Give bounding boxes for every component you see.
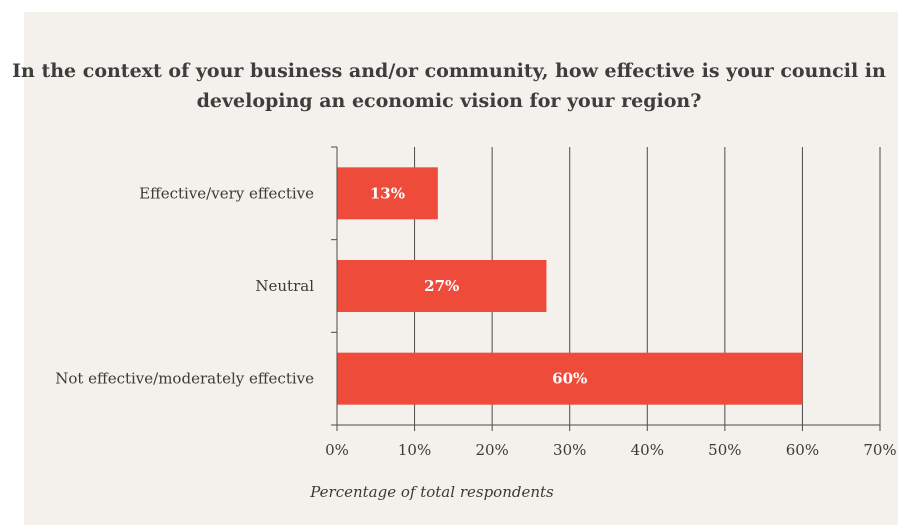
y-axis: Effective/very effective Neutral Not effec… (55, 146, 338, 426)
x-tick-label: 0% (325, 441, 349, 459)
chart-title-line-2: developing an economic vision for your r… (196, 90, 702, 112)
x-axis: 0% 10% 20% 30% 40% 50% 60% 70% (325, 424, 897, 459)
bar (337, 167, 438, 220)
x-tick-label: 10% (398, 441, 431, 459)
chart-title-line-1: In the context of your business and/or c… (12, 60, 886, 82)
x-tick-label: 50% (708, 441, 741, 459)
x-axis-label: Percentage of total respondents (309, 483, 554, 501)
category-label: Neutral (255, 277, 314, 295)
category-label: Not effective/moderately effective (55, 370, 314, 388)
x-tick-label: 30% (553, 441, 586, 459)
data-label: 13% (370, 184, 405, 202)
bar (337, 260, 547, 312)
x-tick-label: 20% (475, 441, 508, 459)
data-label: 27% (424, 277, 459, 295)
data-label: 60% (552, 370, 587, 388)
x-tick-label: 60% (786, 441, 819, 459)
category-label: Effective/very effective (139, 184, 314, 202)
chart-title: In the context of your business and/or c… (0, 56, 898, 116)
bars: 13% 27% 60% (337, 167, 803, 405)
x-tick-label: 40% (631, 441, 664, 459)
bar (337, 352, 803, 405)
x-tick-label: 70% (863, 441, 896, 459)
